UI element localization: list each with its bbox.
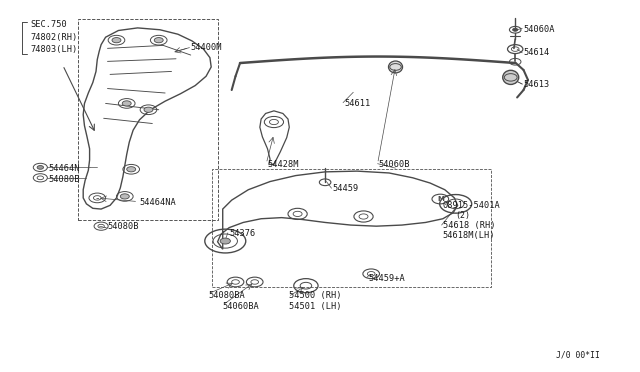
Text: 54618 (RH): 54618 (RH): [443, 221, 495, 230]
Circle shape: [144, 107, 153, 112]
Text: M: M: [437, 196, 444, 202]
Text: 54060BA: 54060BA: [223, 302, 259, 311]
Text: 54618M(LH): 54618M(LH): [443, 231, 495, 240]
Circle shape: [513, 28, 518, 31]
Text: 54060A: 54060A: [524, 25, 555, 33]
Ellipse shape: [388, 61, 403, 73]
Text: 74802(RH): 74802(RH): [31, 33, 78, 42]
Text: 54611: 54611: [344, 99, 371, 108]
Text: 54613: 54613: [524, 80, 550, 89]
Text: 74803(LH): 74803(LH): [31, 45, 78, 54]
Text: 54428M: 54428M: [268, 160, 299, 169]
Text: 54614: 54614: [524, 48, 550, 57]
Text: 54459+A: 54459+A: [368, 274, 404, 283]
Text: 54060B: 54060B: [379, 160, 410, 169]
Text: -: -: [95, 193, 99, 203]
Text: 54459: 54459: [333, 185, 359, 193]
Bar: [212, 169, 491, 287]
Text: 54080B: 54080B: [48, 175, 79, 184]
Circle shape: [154, 38, 163, 43]
Circle shape: [37, 166, 44, 169]
Ellipse shape: [503, 70, 519, 84]
Bar: [78, 19, 218, 220]
Circle shape: [112, 38, 121, 43]
Text: 54080BA: 54080BA: [208, 291, 244, 300]
Text: 54376: 54376: [229, 229, 255, 238]
Text: 54464N: 54464N: [48, 164, 79, 173]
Text: 54400M: 54400M: [191, 43, 222, 52]
Text: -: -: [102, 222, 106, 232]
Circle shape: [120, 194, 129, 199]
Text: (2): (2): [456, 211, 470, 220]
Text: 54080B: 54080B: [108, 222, 139, 231]
Text: 54501 (LH): 54501 (LH): [289, 302, 342, 311]
Text: 54464NA: 54464NA: [140, 198, 176, 207]
Text: 08915-5401A: 08915-5401A: [443, 201, 500, 210]
Text: J/0 00*II: J/0 00*II: [556, 351, 600, 360]
Text: 54500 (RH): 54500 (RH): [289, 291, 342, 300]
Circle shape: [127, 167, 136, 172]
Text: SEC.750: SEC.750: [31, 20, 67, 29]
Circle shape: [220, 238, 230, 244]
Circle shape: [122, 101, 131, 106]
